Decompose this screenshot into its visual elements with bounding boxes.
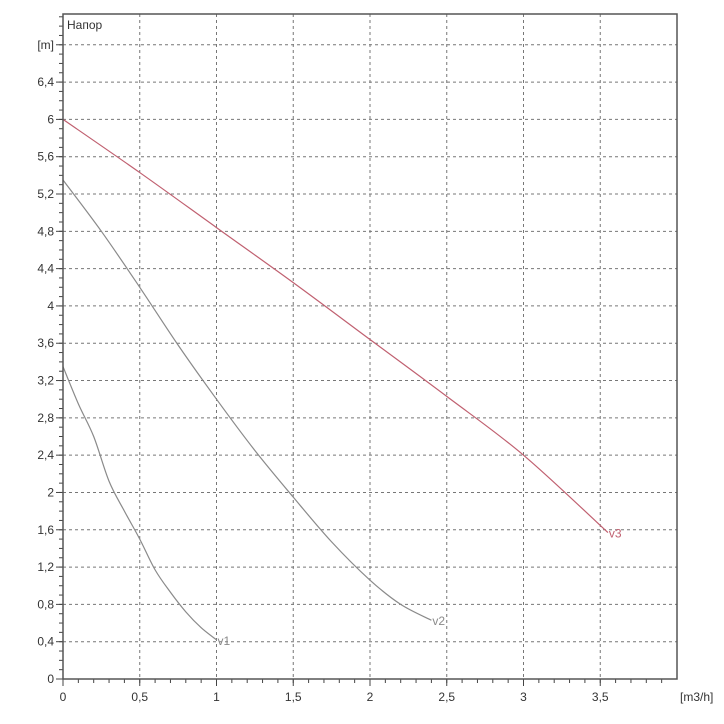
x-axis-unit: [m3/h] [680, 690, 713, 704]
y-tick-label: 4,8 [37, 224, 54, 238]
y-tick-label: 6,4 [37, 75, 54, 89]
y-tick-label: 6 [47, 112, 54, 126]
plot-frame [62, 13, 678, 680]
x-tick-label: 0 [60, 690, 67, 704]
y-tick-label: 2,8 [37, 411, 54, 425]
x-tick-label: 2 [367, 690, 374, 704]
y-tick-label: 4 [47, 299, 54, 313]
y-tick-label: 1,2 [37, 560, 54, 574]
y-axis-unit: [m] [37, 38, 54, 52]
curve-v3 [62, 118, 609, 534]
y-tick-label: 0,8 [37, 597, 54, 611]
y-tick-label: 5,2 [37, 187, 54, 201]
series-group: v1 v2 v3 [62, 118, 622, 648]
x-tick-label: 0,5 [131, 690, 148, 704]
y-tick-label: 2,4 [37, 448, 54, 462]
y-tick-label: 0 [47, 672, 54, 686]
y-tick-label: 1,6 [37, 523, 54, 537]
y-tick-label: 2 [47, 485, 54, 499]
x-tick-label: 2,5 [438, 690, 455, 704]
y-tick-label: 5,6 [37, 150, 54, 164]
x-tick-label: 3 [520, 690, 527, 704]
x-tick-label: 3,5 [592, 690, 609, 704]
curve-v1 [62, 366, 217, 641]
y-tick-label: 3,2 [37, 374, 54, 388]
curve-label-v3: v3 [609, 527, 622, 541]
grid [63, 14, 677, 679]
curve-v2 [62, 179, 432, 621]
y-tick-label: 4,4 [37, 262, 54, 276]
y-tick-label: 3,6 [37, 336, 54, 350]
x-tick-label: 1 [213, 690, 220, 704]
y-tick-label: 0,4 [37, 635, 54, 649]
y-axis-label: Напор [67, 18, 103, 32]
curve-label-v2: v2 [432, 614, 445, 628]
x-tick-label: 1,5 [285, 690, 302, 704]
curve-label-v1: v1 [218, 634, 231, 648]
